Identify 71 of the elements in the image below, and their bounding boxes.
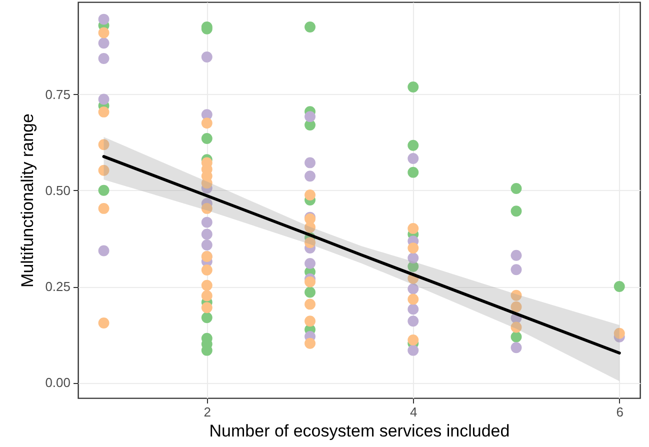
point [408,140,419,151]
point [98,139,110,150]
point [304,222,316,233]
point [510,342,522,354]
point [98,53,110,64]
point [201,118,212,129]
point [408,82,419,92]
point [510,322,522,333]
point [304,298,316,310]
point [304,190,316,200]
point [408,166,419,178]
point [98,202,110,214]
y-axis-title: Multifunctionality range [18,114,38,288]
point [304,111,316,122]
point [408,283,419,294]
point [408,294,419,305]
point [304,258,316,269]
point [98,14,110,25]
point [304,338,316,349]
y-tick-label: 0.25 [45,279,70,294]
point [98,106,110,118]
point [408,252,419,264]
point [304,276,316,288]
point [510,301,522,312]
y-tick-label: 0.00 [45,375,70,390]
point [408,222,419,234]
point [408,334,419,346]
point [201,202,212,214]
point [201,312,212,324]
point [510,250,522,261]
point [510,264,522,276]
point [408,316,419,327]
point [304,237,316,248]
point [98,245,110,256]
point [98,184,110,196]
point [201,302,212,314]
point [201,240,212,250]
point [98,318,110,328]
point [614,328,625,339]
x-tick-label: 6 [616,404,624,420]
point [510,206,522,217]
x-tick-label: 2 [204,404,212,420]
y-tick-label: 0.50 [45,182,70,198]
point [201,52,212,62]
point [98,27,110,38]
point [98,94,110,105]
point [304,286,316,298]
point [408,153,419,164]
point [201,133,212,144]
point [304,22,316,32]
point [510,331,522,342]
point [201,290,212,302]
y-tick-label: 0.75 [45,86,70,102]
x-tick-label: 4 [410,404,418,420]
point [201,264,212,276]
point [510,290,522,301]
line-series [102,155,621,355]
point [510,183,522,194]
point [201,228,212,240]
point [408,304,419,315]
point [304,157,316,168]
point [98,164,110,176]
x-axis-title: Number of ecosystem services included [209,422,510,440]
point [304,170,316,182]
point [98,38,110,49]
point [614,281,625,292]
point [408,344,419,356]
point [408,242,419,254]
point [201,280,212,291]
point [304,316,316,327]
point [201,216,212,228]
